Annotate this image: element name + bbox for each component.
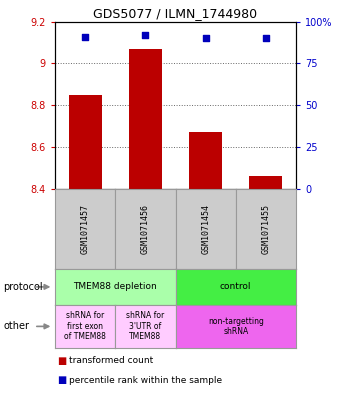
Text: TMEM88 depletion: TMEM88 depletion bbox=[73, 283, 157, 291]
Bar bbox=[249, 176, 283, 189]
Bar bbox=[189, 132, 222, 189]
Text: GSM1071455: GSM1071455 bbox=[261, 204, 270, 254]
Text: GSM1071456: GSM1071456 bbox=[141, 204, 150, 254]
Text: GSM1071454: GSM1071454 bbox=[201, 204, 210, 254]
Text: transformed count: transformed count bbox=[69, 356, 153, 365]
Text: percentile rank within the sample: percentile rank within the sample bbox=[69, 376, 222, 385]
Text: shRNA for
3'UTR of
TMEM88: shRNA for 3'UTR of TMEM88 bbox=[126, 312, 165, 341]
Bar bbox=[129, 49, 162, 189]
Text: protocol: protocol bbox=[3, 282, 43, 292]
Text: control: control bbox=[220, 283, 252, 291]
Point bbox=[263, 35, 269, 41]
Point bbox=[143, 32, 148, 38]
Text: other: other bbox=[3, 321, 29, 331]
Bar bbox=[69, 95, 102, 189]
Text: ■: ■ bbox=[57, 356, 66, 366]
Point bbox=[82, 33, 88, 40]
Text: non-targetting
shRNA: non-targetting shRNA bbox=[208, 317, 264, 336]
Text: ■: ■ bbox=[57, 375, 66, 386]
Title: GDS5077 / ILMN_1744980: GDS5077 / ILMN_1744980 bbox=[94, 7, 258, 20]
Text: GSM1071457: GSM1071457 bbox=[81, 204, 90, 254]
Point bbox=[203, 35, 208, 41]
Text: shRNA for
first exon
of TMEM88: shRNA for first exon of TMEM88 bbox=[64, 312, 106, 341]
